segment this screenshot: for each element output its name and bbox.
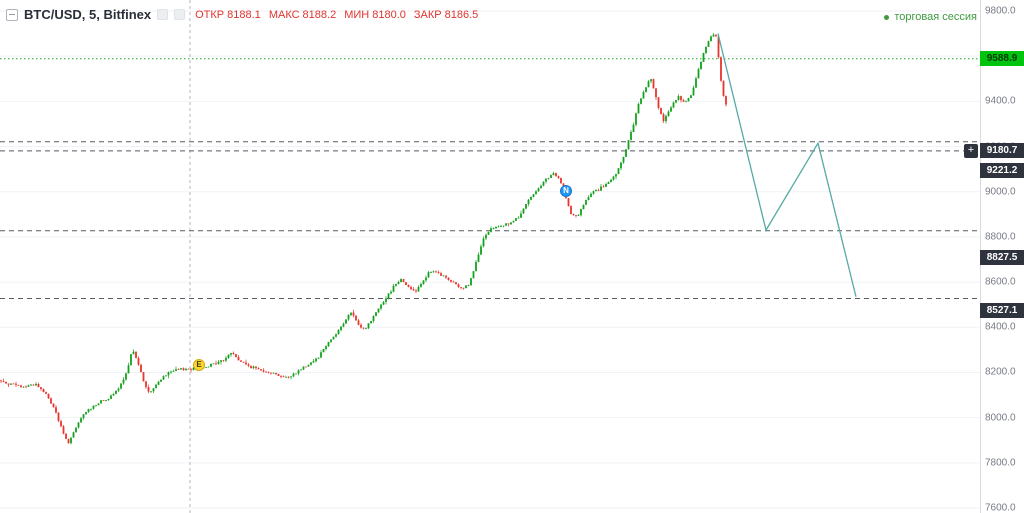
grid-lines bbox=[0, 10, 980, 509]
price-level-lines[interactable] bbox=[0, 58, 980, 300]
session-study-legend[interactable]: торговая сессия bbox=[884, 11, 977, 23]
axis-tick: 7600.0 bbox=[985, 502, 1016, 513]
ohlc-close: ЗАКР 8186.5 bbox=[414, 9, 478, 21]
event-marker-E[interactable]: E bbox=[193, 358, 205, 371]
collapse-legend-icon[interactable] bbox=[6, 8, 18, 21]
ohlc-low: МИН 8180.0 bbox=[344, 9, 406, 21]
symbol-title[interactable]: BTC/USD, 5, Bitfinex bbox=[24, 7, 152, 22]
price-tag-9180.7[interactable]: 9180.7 bbox=[980, 143, 1024, 158]
axis-tick: 8200.0 bbox=[985, 366, 1016, 378]
ohlc-low-label: МИН bbox=[344, 8, 370, 21]
legend-menu-icon[interactable] bbox=[174, 9, 186, 20]
visibility-toggle-icon[interactable] bbox=[157, 9, 169, 20]
price-tag-9221.2[interactable]: 9221.2 bbox=[980, 163, 1024, 178]
ohlc-high: МАКС 8188.2 bbox=[269, 9, 336, 21]
axis-tick: 8000.0 bbox=[985, 412, 1016, 424]
axis-tick: 9000.0 bbox=[985, 186, 1016, 198]
axis-tick: 8800.0 bbox=[985, 231, 1016, 243]
event-marker-N[interactable]: N bbox=[560, 184, 572, 197]
axis-tick: 9400.0 bbox=[985, 95, 1016, 107]
price-chart-canvas[interactable] bbox=[0, 0, 980, 513]
ohlc-open: ОТКР 8188.1 bbox=[195, 9, 261, 21]
instrument-legend: BTC/USD, 5, Bitfinex ОТКР 8188.1 МАКС 81… bbox=[6, 7, 478, 22]
ohlc-high-value: 8188.2 bbox=[302, 8, 337, 21]
ohlc-close-label: ЗАКР bbox=[413, 8, 442, 21]
price-tag-9588.9[interactable]: 9588.9 bbox=[980, 51, 1024, 66]
axis-tick: 7800.0 bbox=[985, 457, 1016, 469]
trend-line-drawing[interactable] bbox=[717, 33, 857, 297]
session-study-label: торговая сессия bbox=[894, 11, 977, 23]
axis-tick: 8400.0 bbox=[985, 321, 1016, 333]
price-tag-8827.5[interactable]: 8827.5 bbox=[980, 250, 1024, 265]
candles bbox=[0, 33, 727, 445]
price-tag-8527.1[interactable]: 8527.1 bbox=[980, 303, 1024, 318]
ohlc-open-value: 8188.1 bbox=[227, 8, 261, 21]
axis-tick: 8600.0 bbox=[985, 276, 1016, 288]
ohlc-high-label: МАКС bbox=[268, 8, 300, 21]
ohlc-low-value: 8180.0 bbox=[372, 8, 406, 21]
axis-tick: 9800.0 bbox=[985, 5, 1016, 17]
add-alert-plus-button[interactable]: + bbox=[964, 144, 978, 158]
ohlc-readout: ОТКР 8188.1 МАКС 8188.2 МИН 8180.0 ЗАКР … bbox=[195, 9, 478, 21]
ohlc-open-label: ОТКР bbox=[195, 8, 225, 21]
session-dot-icon bbox=[884, 14, 890, 20]
ohlc-close-value: 8186.5 bbox=[444, 8, 479, 21]
